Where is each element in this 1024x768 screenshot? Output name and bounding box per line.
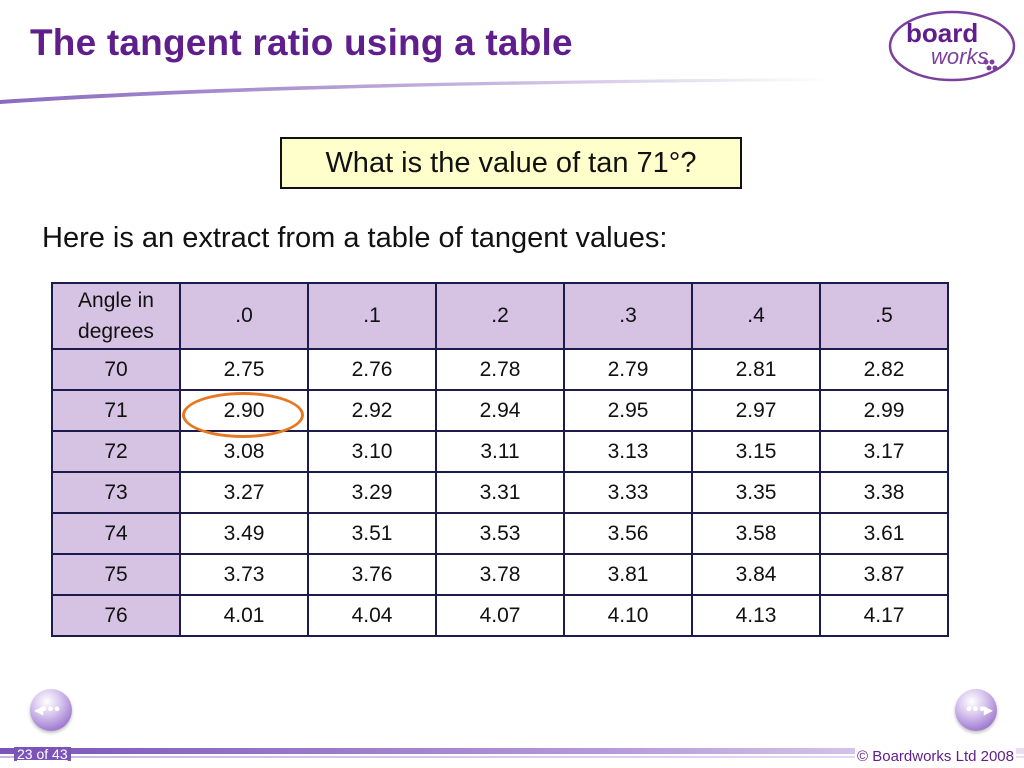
value-cell: 4.13 [691, 594, 821, 637]
angle-column-header: Angle in degrees [51, 282, 181, 350]
slide-title: The tangent ratio using a table [30, 22, 573, 63]
intro-text: Here is an extract from a table of tange… [42, 222, 668, 254]
value-cell: 4.17 [819, 594, 949, 637]
value-cell: 3.84 [691, 553, 821, 596]
value-cell: 3.27 [179, 471, 309, 514]
value-cell: 2.78 [435, 348, 565, 391]
value-cell: 3.76 [307, 553, 437, 596]
angle-cell: 70 [51, 348, 181, 391]
value-cell: 3.87 [819, 553, 949, 596]
column-header: .3 [563, 282, 693, 350]
value-cell: 3.81 [563, 553, 693, 596]
table-row: 70 2.75 2.76 2.78 2.79 2.81 2.82 [51, 348, 949, 391]
value-cell: 3.35 [691, 471, 821, 514]
value-cell: 3.13 [563, 430, 693, 473]
dots-icon: ••• [966, 701, 986, 718]
table-row: 72 3.08 3.10 3.11 3.13 3.15 3.17 [51, 430, 949, 473]
table-row: 75 3.73 3.76 3.78 3.81 3.84 3.87 [51, 553, 949, 596]
page-counter[interactable]: 23 of 43 [14, 747, 71, 761]
value-cell: 4.07 [435, 594, 565, 637]
value-cell: 2.82 [819, 348, 949, 391]
angle-cell: 74 [51, 512, 181, 555]
table-row: 73 3.27 3.29 3.31 3.33 3.35 3.38 [51, 471, 949, 514]
angle-header-line2: degrees [78, 320, 154, 343]
column-header: .0 [179, 282, 309, 350]
tangent-table: Angle in degrees .0 .1 .2 .3 .4 .5 70 2.… [51, 282, 949, 637]
value-cell: 3.38 [819, 471, 949, 514]
column-header: .2 [435, 282, 565, 350]
angle-cell: 72 [51, 430, 181, 473]
column-header: .4 [691, 282, 821, 350]
value-cell: 3.11 [435, 430, 565, 473]
value-cell: 4.01 [179, 594, 309, 637]
dots-icon: ••• [41, 701, 61, 718]
angle-cell: 73 [51, 471, 181, 514]
value-cell: 3.17 [819, 430, 949, 473]
previous-slide-button[interactable]: ◀ ••• [30, 689, 72, 731]
boardworks-logo: board works [888, 10, 1016, 82]
angle-cell: 76 [51, 594, 181, 637]
right-arrow-icon: ▶ [983, 703, 993, 717]
question-box: What is the value of tan 71°? [280, 137, 742, 189]
angle-cell: 75 [51, 553, 181, 596]
next-slide-button[interactable]: ••• ▶ [955, 689, 997, 731]
table-row: 74 3.49 3.51 3.53 3.56 3.58 3.61 [51, 512, 949, 555]
copyright-text: © Boardworks Ltd 2008 [855, 748, 1016, 765]
value-cell: 2.99 [819, 389, 949, 432]
value-cell: 3.31 [435, 471, 565, 514]
value-cell: 3.15 [691, 430, 821, 473]
value-cell: 3.78 [435, 553, 565, 596]
table-row: 76 4.01 4.04 4.07 4.10 4.13 4.17 [51, 594, 949, 637]
value-cell: 3.58 [691, 512, 821, 555]
value-cell: 2.97 [691, 389, 821, 432]
highlight-circle [182, 392, 304, 438]
value-cell: 2.76 [307, 348, 437, 391]
column-header: .5 [819, 282, 949, 350]
question-text: What is the value of tan 71°? [325, 146, 697, 179]
value-cell: 3.33 [563, 471, 693, 514]
value-cell: 3.61 [819, 512, 949, 555]
value-cell: 3.53 [435, 512, 565, 555]
value-cell: 2.79 [563, 348, 693, 391]
title-underline [0, 78, 830, 104]
footer-bar [0, 748, 1024, 754]
value-cell: 2.94 [435, 389, 565, 432]
left-arrow-icon: ◀ [34, 703, 44, 717]
value-cell: 3.10 [307, 430, 437, 473]
value-cell: 2.75 [179, 348, 309, 391]
value-cell: 3.56 [563, 512, 693, 555]
value-cell: 4.04 [307, 594, 437, 637]
value-cell: 3.49 [179, 512, 309, 555]
angle-cell: 71 [51, 389, 181, 432]
value-cell: 2.95 [563, 389, 693, 432]
value-cell: 4.10 [563, 594, 693, 637]
value-cell: 2.81 [691, 348, 821, 391]
logo-word-works: works [931, 44, 988, 69]
value-cell: 3.51 [307, 512, 437, 555]
value-cell: 3.73 [179, 553, 309, 596]
column-header: .1 [307, 282, 437, 350]
value-cell: 3.29 [307, 471, 437, 514]
footer-line [0, 756, 1024, 758]
table-header-row: Angle in degrees .0 .1 .2 .3 .4 .5 [51, 282, 949, 350]
logo-word-board: board [906, 18, 978, 48]
angle-header-line1: Angle in [78, 289, 154, 312]
value-cell: 2.92 [307, 389, 437, 432]
